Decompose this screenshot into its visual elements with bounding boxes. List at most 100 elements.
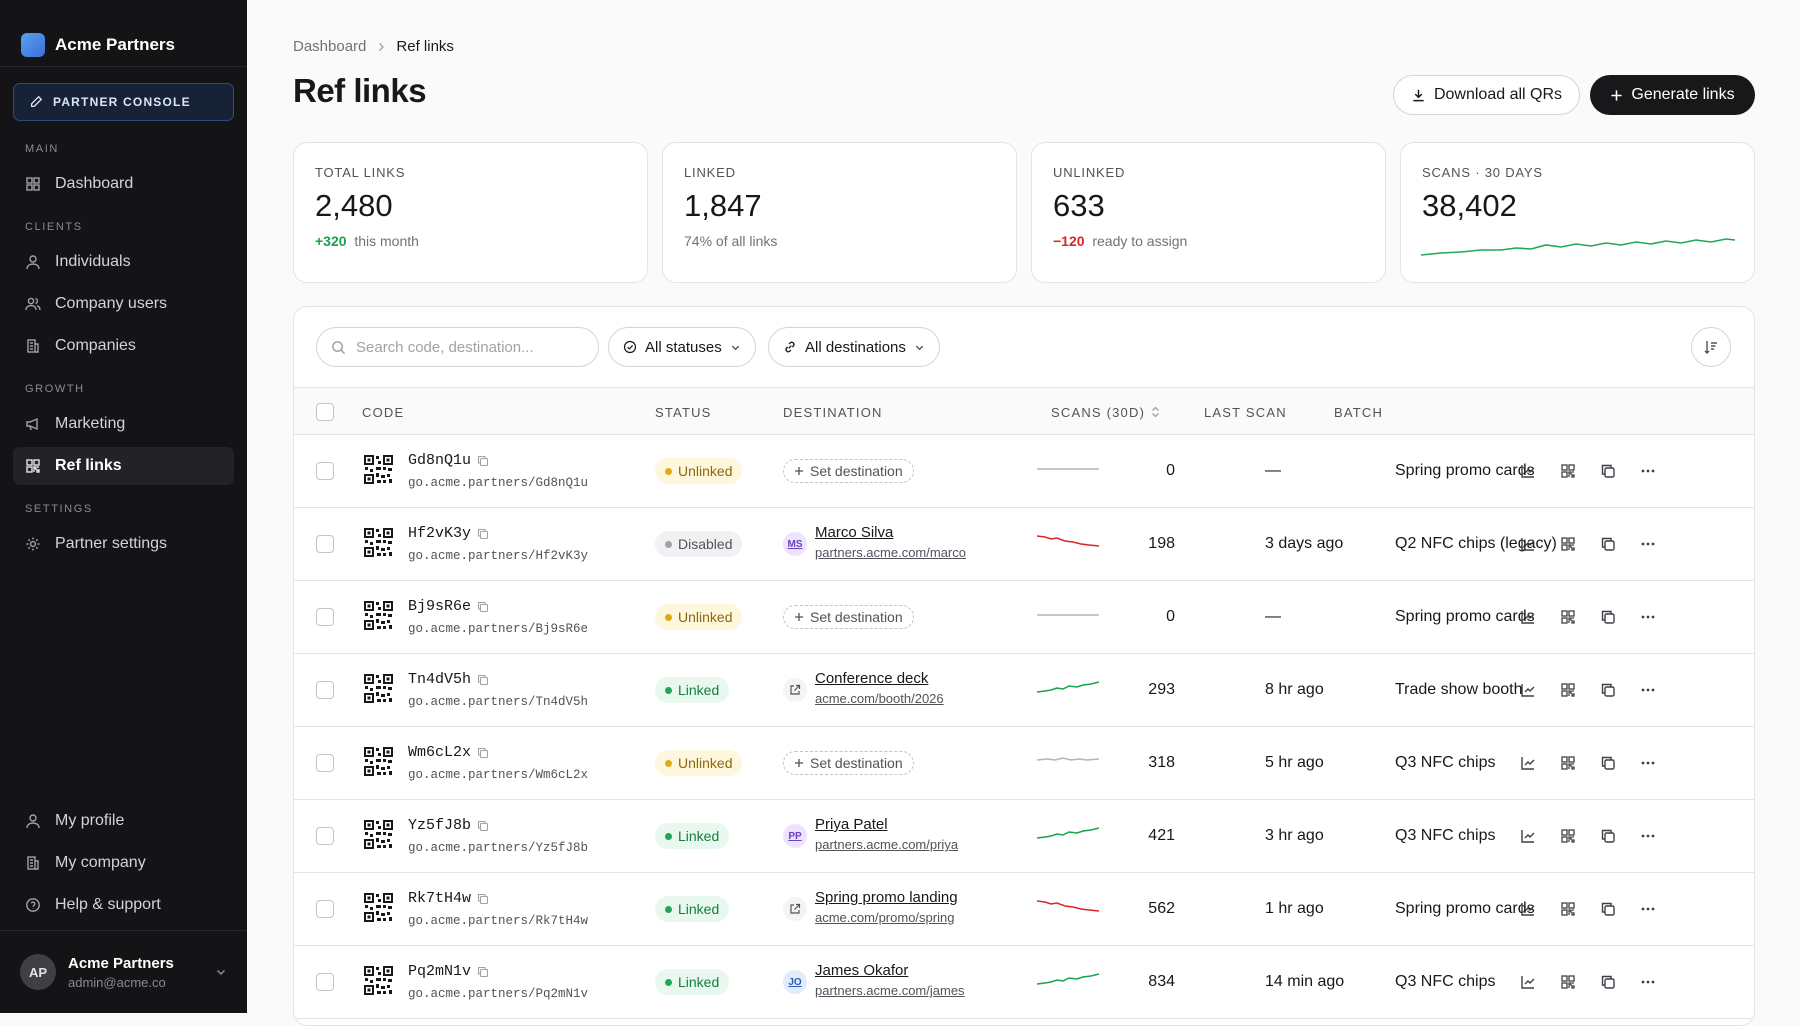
analytics-button[interactable] (1518, 461, 1538, 481)
more-options-button[interactable] (1638, 607, 1658, 627)
breadcrumb-parent[interactable]: Dashboard (293, 38, 367, 55)
more-options-button[interactable] (1638, 534, 1658, 554)
destination-url-link[interactable]: partners.acme.com/james (815, 983, 965, 998)
sidebar-item-dashboard[interactable]: Dashboard (13, 165, 234, 203)
row-checkbox[interactable] (316, 681, 334, 699)
more-options-button[interactable] (1638, 899, 1658, 919)
row-checkbox[interactable] (316, 973, 334, 991)
destination-name-link[interactable]: James Okafor (815, 962, 909, 979)
copy-icon[interactable] (477, 601, 489, 613)
table-row[interactable]: Rk7tH4w go.acme.partners/Rk7tH4w Linked Spr… (294, 873, 1754, 946)
more-options-button[interactable] (1638, 753, 1658, 773)
qr-code[interactable] (364, 528, 393, 562)
analytics-button[interactable] (1518, 899, 1538, 919)
column-header-scans[interactable]: SCANS (30D) (1051, 388, 1160, 436)
generate-links-button[interactable]: Generate links (1590, 75, 1755, 115)
duplicate-button[interactable] (1598, 680, 1618, 700)
copy-icon[interactable] (477, 528, 489, 540)
partner-console-button[interactable]: PARTNER CONSOLE (13, 83, 234, 121)
qr-download-button[interactable] (1558, 534, 1578, 554)
analytics-button[interactable] (1518, 972, 1538, 992)
duplicate-button[interactable] (1598, 607, 1618, 627)
download-all-qrs-button[interactable]: Download all QRs (1393, 75, 1580, 115)
destination-name-link[interactable]: Marco Silva (815, 524, 894, 541)
copy-icon[interactable] (477, 455, 489, 467)
sidebar-item-help-support[interactable]: Help & support (13, 886, 234, 924)
search-box[interactable] (316, 327, 599, 367)
copy-icon[interactable] (477, 820, 489, 832)
qr-download-button[interactable] (1558, 607, 1578, 627)
destination-url-link[interactable]: partners.acme.com/priya (815, 837, 959, 852)
copy-icon[interactable] (477, 966, 489, 978)
qr-code[interactable] (364, 820, 393, 854)
set-destination-button[interactable]: Set destination (783, 751, 914, 775)
analytics-button[interactable] (1518, 753, 1538, 773)
column-header-code[interactable]: CODE (362, 404, 405, 420)
table-row[interactable]: Hf2vK3y go.acme.partners/Hf2vK3y Disabled M… (294, 508, 1754, 581)
sidebar-item-company-users[interactable]: Company users (13, 285, 234, 323)
sidebar-item-my-company[interactable]: My company (13, 844, 234, 882)
qr-download-button[interactable] (1558, 680, 1578, 700)
copy-icon[interactable] (477, 893, 489, 905)
column-header-destination[interactable]: DESTINATION (783, 404, 883, 420)
more-options-button[interactable] (1638, 972, 1658, 992)
column-header-last-scan[interactable]: LAST SCAN (1204, 404, 1287, 420)
qr-code[interactable] (364, 674, 393, 708)
sidebar-item-individuals[interactable]: Individuals (13, 243, 234, 281)
duplicate-button[interactable] (1598, 753, 1618, 773)
destination-url-link[interactable]: partners.acme.com/marco (815, 545, 966, 560)
sort-button[interactable] (1691, 327, 1731, 367)
more-options-button[interactable] (1638, 680, 1658, 700)
table-row[interactable]: Yz5fJ8b go.acme.partners/Yz5fJ8b Linked PP P… (294, 800, 1754, 873)
duplicate-button[interactable] (1598, 534, 1618, 554)
column-header-status[interactable]: STATUS (655, 404, 712, 420)
set-destination-button[interactable]: Set destination (783, 459, 914, 483)
status-filter-dropdown[interactable]: All statuses (608, 327, 756, 367)
copy-icon[interactable] (477, 674, 489, 686)
table-row[interactable]: Tn4dV5h go.acme.partners/Tn4dV5h Linked Con… (294, 654, 1754, 727)
row-checkbox[interactable] (316, 754, 334, 772)
sidebar-item-my-profile[interactable]: My profile (13, 802, 234, 840)
sidebar-item-marketing[interactable]: Marketing (13, 405, 234, 443)
table-row[interactable]: Pq2mN1v go.acme.partners/Pq2mN1v Linked JO J… (294, 946, 1754, 1019)
table-row[interactable]: Bj9sR6e go.acme.partners/Bj9sR6e Unlinked S… (294, 581, 1754, 654)
destination-filter-dropdown[interactable]: All destinations (768, 327, 940, 367)
set-destination-button[interactable]: Set destination (783, 605, 914, 629)
qr-download-button[interactable] (1558, 753, 1578, 773)
row-checkbox[interactable] (316, 608, 334, 626)
analytics-button[interactable] (1518, 826, 1538, 846)
more-options-button[interactable] (1638, 826, 1658, 846)
analytics-button[interactable] (1518, 607, 1538, 627)
sidebar-item-ref-links[interactable]: Ref links (13, 447, 234, 485)
more-options-button[interactable] (1638, 461, 1658, 481)
qr-code[interactable] (364, 747, 393, 781)
qr-code[interactable] (364, 455, 393, 489)
select-all-checkbox[interactable] (316, 403, 334, 421)
duplicate-button[interactable] (1598, 461, 1618, 481)
destination-name-link[interactable]: Priya Patel (815, 816, 888, 833)
analytics-button[interactable] (1518, 680, 1538, 700)
qr-code[interactable] (364, 966, 393, 1000)
row-checkbox[interactable] (316, 900, 334, 918)
qr-download-button[interactable] (1558, 461, 1578, 481)
table-row[interactable]: Gd8nQ1u go.acme.partners/Gd8nQ1u Unlinked S… (294, 435, 1754, 508)
sidebar-item-companies[interactable]: Companies (13, 327, 234, 365)
qr-code[interactable] (364, 893, 393, 927)
brand[interactable]: Acme Partners (0, 0, 247, 66)
table-row[interactable]: Wm6cL2x go.acme.partners/Wm6cL2x Unlinked S… (294, 727, 1754, 800)
sidebar-item-partner-settings[interactable]: Partner settings (13, 525, 234, 563)
row-checkbox[interactable] (316, 827, 334, 845)
duplicate-button[interactable] (1598, 826, 1618, 846)
destination-name-link[interactable]: Spring promo landing (815, 889, 958, 906)
user-menu[interactable]: AP Acme Partners admin@acme.co (0, 930, 247, 1013)
analytics-button[interactable] (1518, 534, 1538, 554)
duplicate-button[interactable] (1598, 972, 1618, 992)
search-input[interactable] (356, 338, 576, 356)
row-checkbox[interactable] (316, 535, 334, 553)
column-header-batch[interactable]: BATCH (1334, 404, 1384, 420)
destination-url-link[interactable]: acme.com/promo/spring (815, 910, 955, 925)
qr-download-button[interactable] (1558, 826, 1578, 846)
destination-url-link[interactable]: acme.com/booth/2026 (815, 691, 944, 706)
copy-icon[interactable] (477, 747, 489, 759)
qr-download-button[interactable] (1558, 899, 1578, 919)
